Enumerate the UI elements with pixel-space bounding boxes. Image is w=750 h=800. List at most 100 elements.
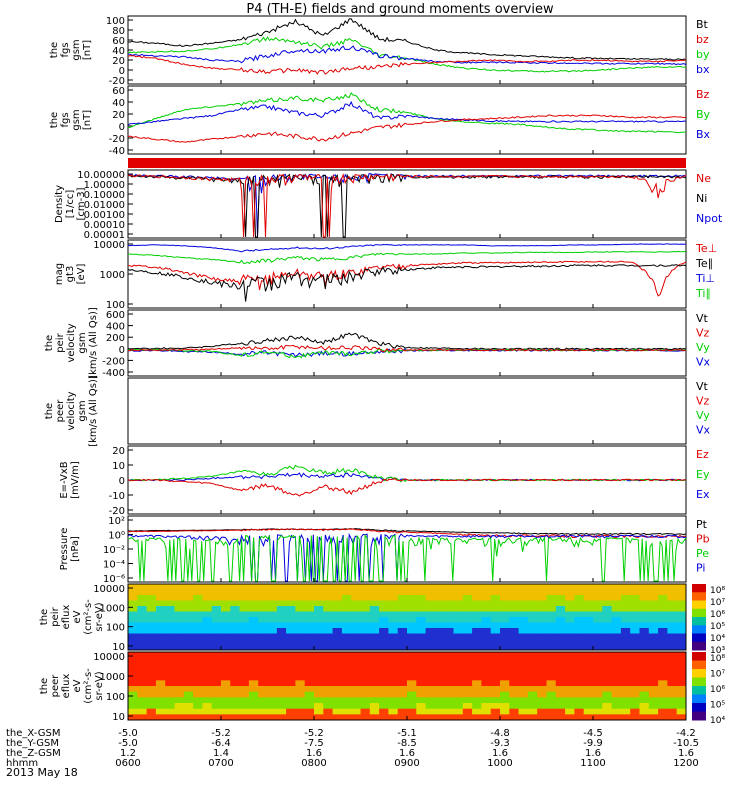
colorbar-segment xyxy=(692,660,706,670)
heatmap-cell xyxy=(444,600,454,607)
heatmap-cell xyxy=(202,686,213,693)
heatmap-cell xyxy=(248,674,259,681)
heatmap-cell xyxy=(230,697,241,704)
heatmap-cell xyxy=(146,584,157,590)
heatmap-cell xyxy=(211,589,222,596)
y-tick-label: 20 xyxy=(112,56,125,67)
heatmap-cell xyxy=(341,657,352,664)
heatmap-cell xyxy=(211,714,222,721)
heatmap-cell xyxy=(639,589,650,596)
heatmap-cell xyxy=(155,686,166,693)
heatmap-cell xyxy=(546,703,557,710)
heatmap-cell xyxy=(239,674,250,681)
heatmap-cell xyxy=(658,663,668,670)
heatmap-cell xyxy=(155,691,166,698)
heatmap-cell xyxy=(379,639,389,645)
heatmap-cell xyxy=(295,663,306,670)
heatmap-cell xyxy=(341,600,352,607)
heatmap-cell xyxy=(416,697,427,704)
heatmap-cell xyxy=(248,708,259,715)
heatmap-cell xyxy=(341,595,352,601)
heatmap-cell xyxy=(202,611,213,618)
heatmap-cell xyxy=(388,708,399,715)
heatmap-cell xyxy=(286,691,296,698)
heatmap-cell xyxy=(286,589,296,596)
legend-label: Bx xyxy=(696,128,711,141)
heatmap-cell xyxy=(583,663,594,670)
heatmap-cell xyxy=(304,708,315,715)
heatmap-cell xyxy=(537,595,547,601)
legend-label: Vx xyxy=(696,356,711,369)
heatmap-cell xyxy=(500,639,510,645)
heatmap-cell xyxy=(593,680,603,687)
heatmap-cell xyxy=(183,584,194,590)
heatmap-cell xyxy=(444,697,454,704)
heatmap-cell xyxy=(258,652,268,659)
heatmap-cell xyxy=(574,644,585,651)
heatmap-cell xyxy=(193,697,203,704)
y-tick-label: 100 xyxy=(106,623,125,634)
heatmap-cell xyxy=(146,633,157,640)
heatmap-cell xyxy=(490,589,501,596)
heatmap-cell xyxy=(434,714,445,721)
heatmap-cell xyxy=(128,663,138,670)
heatmap-cell xyxy=(165,652,175,659)
heatmap-cell xyxy=(295,633,306,640)
heatmap-cell xyxy=(416,652,427,659)
heatmap-cell xyxy=(360,589,371,596)
heatmap-cell xyxy=(416,644,427,651)
heatmap-cell xyxy=(155,680,166,687)
heatmap-cell xyxy=(248,622,259,629)
heatmap-cell xyxy=(546,697,557,704)
heatmap-cell xyxy=(407,611,417,618)
heatmap-cell xyxy=(341,622,352,629)
heatmap-cell xyxy=(565,708,575,715)
heatmap-cell xyxy=(369,697,380,704)
heatmap-cell xyxy=(258,680,268,687)
orbit-value: -5.0 xyxy=(118,738,138,749)
heatmap-cell xyxy=(481,611,492,618)
heatmap-cell xyxy=(221,622,231,629)
heatmap-cell xyxy=(602,644,613,651)
time-tick-label: 1000 xyxy=(487,758,512,769)
heatmap-cell xyxy=(620,657,631,664)
heatmap-cell xyxy=(630,644,640,651)
y-axis-label: thefgsgsm[nT] xyxy=(49,109,93,130)
heatmap-cell xyxy=(360,674,371,681)
heatmap-cell xyxy=(155,657,166,664)
heatmap-cell xyxy=(658,686,668,693)
heatmap-cell xyxy=(593,600,603,607)
heatmap-cell xyxy=(527,680,538,687)
heatmap-cell xyxy=(351,697,361,704)
heatmap-cell xyxy=(286,680,296,687)
heatmap-cell xyxy=(211,617,222,623)
heatmap-cell xyxy=(155,674,166,681)
heatmap-cell xyxy=(537,691,547,698)
heatmap-cell xyxy=(462,639,473,645)
heatmap-cell xyxy=(620,714,631,721)
heatmap-cell xyxy=(537,708,547,715)
heatmap-cell xyxy=(211,652,222,659)
heatmap-cell xyxy=(583,584,594,590)
heatmap-cell xyxy=(583,589,594,596)
heatmap-cell xyxy=(267,697,278,704)
heatmap-cell xyxy=(286,639,296,645)
heatmap-cell xyxy=(593,639,603,645)
heatmap-cell xyxy=(239,595,250,601)
y-tick-label: 0.00001 xyxy=(84,230,125,241)
heatmap-cell xyxy=(658,600,668,607)
heatmap-cell xyxy=(276,652,287,659)
heatmap-cell xyxy=(555,611,566,618)
heatmap-cell xyxy=(332,686,343,693)
heatmap-cell xyxy=(239,680,250,687)
y-tick-label: 10 xyxy=(112,712,125,723)
heatmap-cell xyxy=(137,663,148,670)
heatmap-cell xyxy=(211,686,222,693)
heatmap-cell xyxy=(620,691,631,698)
heatmap-cell xyxy=(202,606,213,612)
heatmap-cell xyxy=(314,639,324,645)
heatmap-cell xyxy=(230,657,241,664)
heatmap-cell xyxy=(676,663,687,670)
heatmap-cell xyxy=(341,714,352,721)
heatmap-cell xyxy=(667,697,678,704)
